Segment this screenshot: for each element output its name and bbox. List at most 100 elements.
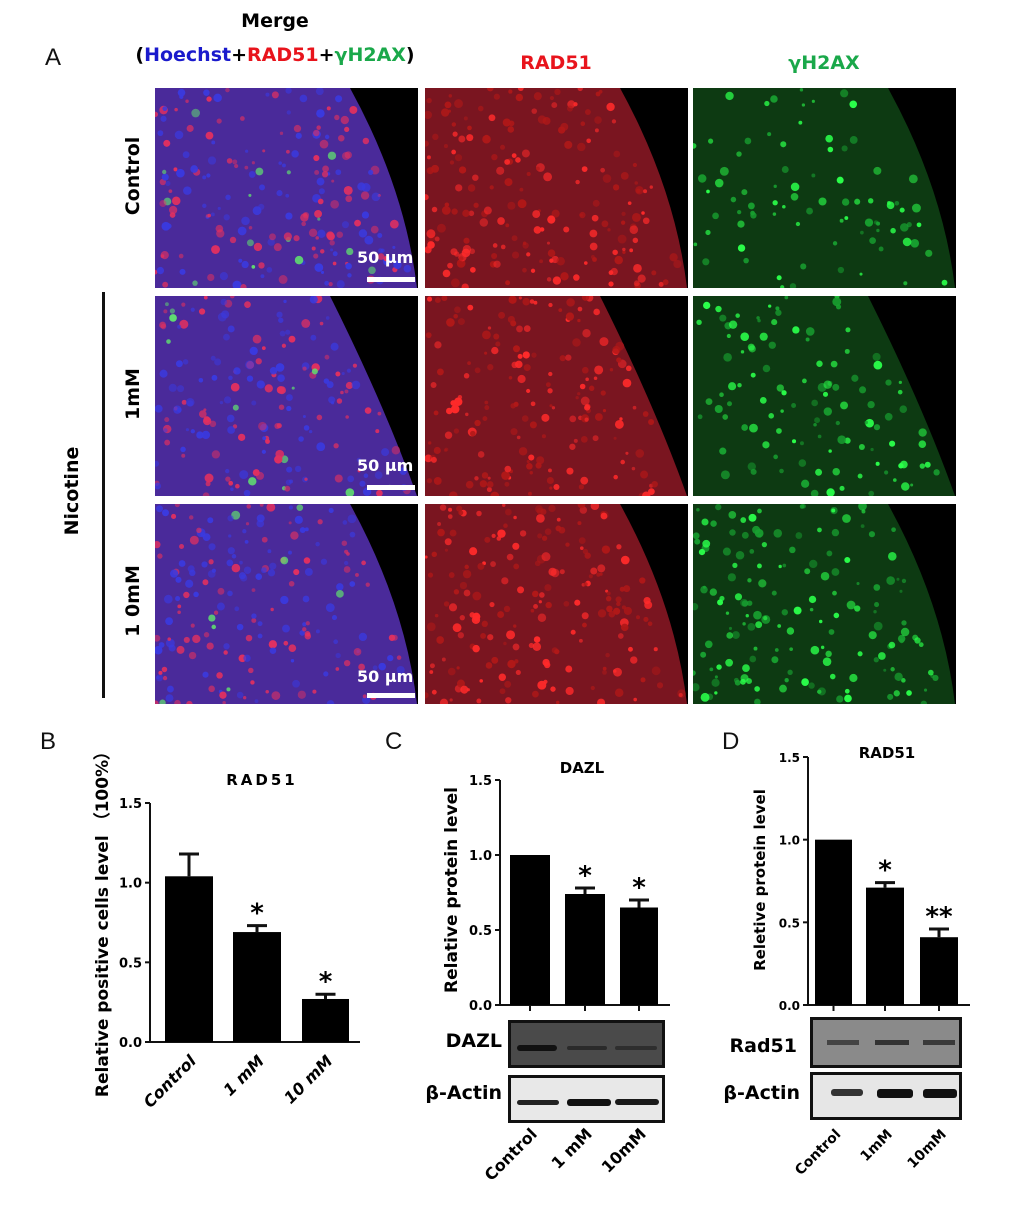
cell xyxy=(552,276,562,285)
cell xyxy=(448,507,453,512)
cell xyxy=(781,609,788,616)
cell xyxy=(555,525,562,532)
cell xyxy=(446,318,455,327)
cell xyxy=(458,166,467,174)
cell xyxy=(252,334,262,344)
band xyxy=(615,1046,657,1050)
cell xyxy=(818,619,823,624)
cell xyxy=(620,171,629,180)
cell xyxy=(265,92,270,97)
cell xyxy=(873,424,881,431)
cell xyxy=(427,241,435,249)
cell xyxy=(859,272,863,276)
cell xyxy=(607,228,611,232)
cell xyxy=(546,277,552,282)
cell xyxy=(427,572,434,578)
cell xyxy=(725,611,730,615)
cell xyxy=(613,667,622,677)
cell xyxy=(236,691,244,699)
cell xyxy=(182,359,189,365)
cell xyxy=(330,199,340,209)
merge-subtitle: (Hoechst+RAD51+γH2AX) xyxy=(120,44,430,66)
cell xyxy=(349,581,356,587)
cell xyxy=(817,687,826,696)
cell xyxy=(208,685,215,693)
cell xyxy=(584,404,591,411)
cell xyxy=(487,364,494,371)
cell xyxy=(308,228,318,238)
cell xyxy=(343,566,351,573)
significance-marker: * xyxy=(878,856,892,886)
cell xyxy=(579,383,586,390)
y-tick-label: 0.0 xyxy=(119,1036,142,1051)
cell xyxy=(238,433,246,441)
cell xyxy=(274,422,281,430)
paren: ) xyxy=(405,44,415,66)
cell xyxy=(566,467,574,475)
cell xyxy=(460,685,469,694)
cell xyxy=(279,330,286,337)
cell xyxy=(533,300,538,305)
cell xyxy=(521,415,529,422)
cell xyxy=(517,374,526,384)
cell xyxy=(239,116,245,121)
cell xyxy=(801,103,806,107)
cell xyxy=(219,272,229,281)
cell xyxy=(749,423,758,433)
cell xyxy=(528,642,534,649)
cell xyxy=(228,480,234,486)
cell xyxy=(588,574,593,579)
cell xyxy=(225,476,231,482)
cell xyxy=(828,449,832,453)
cell xyxy=(758,579,767,588)
cell xyxy=(849,673,858,683)
cell xyxy=(887,200,891,205)
cell xyxy=(529,299,535,304)
cell xyxy=(818,197,827,206)
cell xyxy=(175,576,182,583)
cell xyxy=(431,206,438,213)
cell xyxy=(719,392,724,398)
cell xyxy=(391,445,401,455)
cell xyxy=(174,699,181,704)
cell xyxy=(602,666,607,671)
cell xyxy=(370,225,379,234)
cell xyxy=(192,634,201,644)
cell xyxy=(196,431,204,439)
cell xyxy=(489,185,494,190)
cell xyxy=(155,646,163,655)
rad51-micrograph xyxy=(425,504,688,704)
cell xyxy=(754,686,760,692)
cell xyxy=(923,688,928,692)
cell xyxy=(463,237,470,244)
cell xyxy=(590,685,595,691)
cell xyxy=(754,528,764,538)
cell xyxy=(345,262,352,270)
cell xyxy=(901,620,907,626)
cell xyxy=(901,678,906,683)
x-tick-label: 1 mM xyxy=(220,1051,268,1099)
cell xyxy=(463,116,468,121)
cell xyxy=(583,582,588,587)
cell xyxy=(727,573,736,582)
cell xyxy=(286,110,291,115)
cell xyxy=(858,504,867,511)
cell xyxy=(341,540,348,546)
cell xyxy=(837,266,845,274)
cell xyxy=(712,212,719,220)
cell xyxy=(211,568,217,573)
cell xyxy=(360,191,370,200)
cell xyxy=(279,131,284,136)
cell xyxy=(577,318,581,323)
cell xyxy=(175,596,181,602)
cell xyxy=(762,364,771,373)
cell xyxy=(182,151,190,159)
cell xyxy=(261,536,268,543)
cell xyxy=(316,414,323,421)
cell xyxy=(906,690,912,696)
cell xyxy=(825,134,834,143)
cell xyxy=(741,531,749,539)
cell xyxy=(280,595,289,605)
cell xyxy=(207,213,212,218)
panel-label-c: C xyxy=(385,728,403,755)
